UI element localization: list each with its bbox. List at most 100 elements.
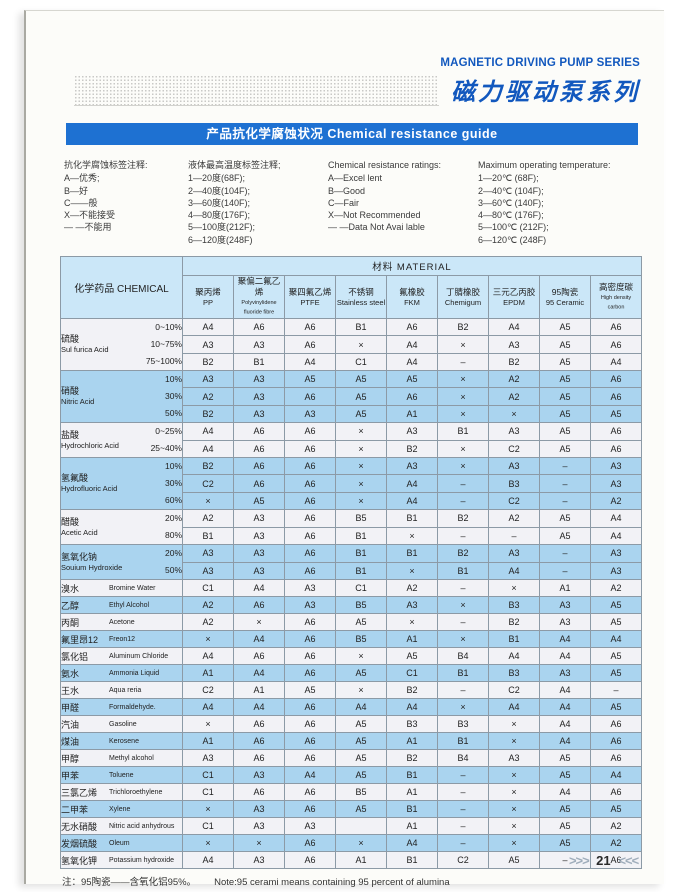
rating-cell: A4 (182, 698, 234, 717)
rating-cell: B2 (437, 544, 489, 563)
table-row: 汽油 Gasoline × A6 A6 A5 B3 B3 × A4 A6 (60, 715, 642, 734)
rating-cell: A3 (488, 422, 540, 441)
section-banner: 产品抗化学腐蚀状况 Chemical resistance guide (66, 123, 638, 145)
rating-cell: A3 (386, 596, 438, 615)
rating-cell: A1 (386, 404, 438, 424)
dotted-band: 磁力驱动泵系列 (74, 72, 642, 109)
rating-cell: A3 (182, 544, 234, 563)
rating-cell: A4 (539, 732, 591, 751)
rating-cell: × (437, 457, 489, 476)
rating-cell: B3 (488, 664, 540, 683)
rating-cell: A3 (590, 457, 642, 476)
rating-cell: × (488, 783, 540, 802)
rating-cell: A3 (386, 457, 438, 476)
rating-cell: A4 (386, 352, 438, 372)
chemical-name: 氨水 Ammonia Liquid (61, 667, 182, 680)
table-row: B2 A3 A3 A5 A1 × × A5 A5 (61, 404, 642, 424)
chemical-name: 氢氧化钾 Potassium hydroxide (61, 854, 182, 867)
rating-cell: A6 (284, 647, 336, 666)
chemical-name-en: Freon12 (109, 635, 136, 643)
rating-cell: A5 (335, 715, 387, 734)
table-row: 甲醛 Formaldehyde. A4 A4 A6 A4 A4 × A4 A4 A5 (60, 698, 642, 717)
rating-cell: A5 (335, 404, 387, 424)
concentration-label: 0~25% (155, 426, 182, 437)
rating-cell: A6 (284, 749, 336, 768)
rating-cell: B3 (386, 715, 438, 734)
chemical-cell: 王水 Aqua reria (60, 681, 183, 700)
material-name-en: Chemigum (444, 297, 482, 307)
footnote-en: Note:95 cerami means containing 95 perce… (214, 877, 450, 889)
rating-cell: A4 (284, 766, 336, 785)
table-row: 丙酮 Acetone A2 × A6 A5 × – B2 A3 A5 (60, 613, 642, 632)
rating-cell: × (182, 800, 234, 819)
concentration-label: 10% (164, 374, 182, 385)
chemical-name-en: Acetone (109, 618, 135, 626)
rating-cell: A5 (386, 370, 438, 389)
table-row: A3 A3 A6 B1 × B1 A4– A3 (61, 561, 642, 581)
legend-item: 5—100℃ (212F); (478, 222, 549, 233)
chemical-cell: 汽油 Gasoline (60, 715, 183, 734)
rating-cell: A2 (590, 579, 642, 598)
chemical-name-en: Trichloroethylene (109, 788, 163, 796)
chemical-name-cn: 氨水 (61, 668, 80, 679)
rating-cell: A1 (539, 579, 591, 598)
chemical-name: 无水硝酸 Nitric acid anhydrous (61, 820, 182, 833)
concentration-label: 50% (164, 565, 182, 576)
chemical-cell: 氢氧化钠 Souium Hydroxide 20% 50% (60, 544, 183, 581)
rating-cell: A2 (590, 834, 642, 853)
material-name-cn: 氟橡胶 (399, 286, 425, 297)
material-group-header: 材料 MATERIAL (182, 256, 642, 277)
rating-cell: A5 (590, 404, 642, 424)
chemical-name: 氟里昂12 Freon12 (61, 633, 182, 646)
rating-cell: B2 (488, 352, 540, 372)
rating-cell: A4 (182, 851, 234, 870)
rating-cell: × (182, 491, 234, 511)
rating-cell: A5 (539, 352, 591, 372)
rating-cell: A5 (539, 526, 591, 546)
rating-cell: – (437, 783, 489, 802)
rating-cell: A4 (488, 561, 540, 581)
rating-cell: × (437, 370, 489, 389)
rating-cell: A6 (284, 783, 336, 802)
rating-cell: A4 (590, 526, 642, 546)
chemical-name-cn: 甲苯 (61, 770, 80, 781)
rating-cell: × (386, 526, 438, 546)
table-row: 硝酸 Nitric Acid 10% 30% 50% A3 A3 A5 A5 A5 × A2 A5 A6 (60, 370, 642, 424)
rating-cell: A5 (539, 335, 591, 354)
rating-cell: A5 (284, 370, 336, 389)
rating-cell: A4 (233, 630, 285, 649)
legend-item: — —不能用 (64, 222, 112, 233)
rating-cell: A3 (233, 851, 285, 870)
rating-cell: C1 (386, 664, 438, 683)
chemical-name-en: Potassium hydroxide (109, 856, 174, 864)
rating-cell: A6 (590, 715, 642, 734)
rating-cell: A3 (488, 457, 540, 476)
rating-cell: A3 (182, 335, 234, 354)
table-row: 溴水 Bromine Water C1 A4 A3 C1 A2– × A1 A2 (60, 579, 642, 598)
legend-notes: 抗化学腐蚀标签注释: A—优秀; B—好 C——般 X—不能接受 — —不能用 液体最高温度… (64, 159, 642, 246)
rating-cell: A6 (233, 422, 285, 441)
table-row: × A5 A6 × A4– C2– A2 (61, 491, 642, 511)
chemical-name-cn: 醋酸 (61, 516, 80, 527)
rating-cell: A6 (590, 318, 642, 337)
rating-cell: A6 (284, 422, 336, 441)
rating-cell: × (335, 491, 387, 511)
concentration-label: 80% (164, 530, 182, 541)
chemical-name-cn: 二甲苯 (61, 804, 89, 815)
rating-cell: B1 (182, 526, 234, 546)
rating-cell: A1 (386, 630, 438, 649)
chemical-cell: 氢氟酸 Hydrofluoric Acid 10% 30% 60% (60, 457, 183, 511)
material-name-cn: 不锈钢 (348, 286, 374, 297)
rating-cell: B1 (386, 800, 438, 819)
rating-cell: A4 (590, 352, 642, 372)
table-row: 甲苯 Toluene C1 A3 A4 A5 B1– × A5 A4 (60, 766, 642, 785)
concentration-list: 20% 80% (165, 510, 182, 544)
legend-column-3: Chemical resistance ratings: A—Excel lent… (328, 159, 478, 246)
rating-cell: A6 (233, 783, 285, 802)
rating-cell: A5 (488, 851, 540, 870)
chemical-cell: 醋酸 Acetic Acid 20% 80% (60, 509, 183, 546)
rating-cell: A4 (182, 318, 234, 337)
rating-cell: A6 (284, 544, 336, 563)
rating-cell: A6 (590, 370, 642, 389)
chemical-name-cn: 硝酸 (61, 386, 80, 397)
